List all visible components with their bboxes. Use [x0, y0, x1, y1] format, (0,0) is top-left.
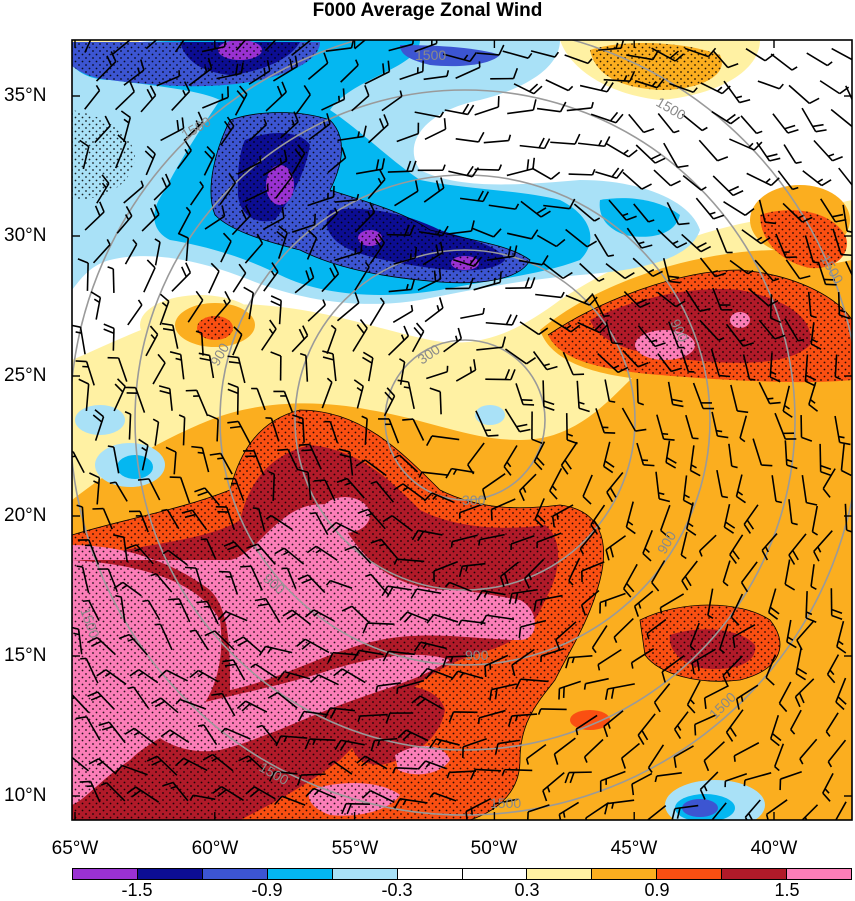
- ring-label: 900: [465, 647, 489, 663]
- lat-tick-label: 25°N: [4, 365, 46, 387]
- ring-label: 1500: [415, 47, 446, 63]
- colorbar-segment: [138, 869, 203, 879]
- colorbar-segment: [73, 869, 138, 879]
- lon-tick-label: 40°W: [751, 838, 798, 860]
- colorbar-segment: [333, 869, 398, 879]
- colorbar-segment: [592, 869, 657, 879]
- lat-tick-label: 30°N: [4, 225, 46, 247]
- lon-tick-label: 55°W: [332, 838, 379, 860]
- lat-tick-label: 10°N: [4, 785, 46, 807]
- colorbar-label: 0.9: [644, 880, 669, 901]
- lon-tick-label: 65°W: [52, 838, 99, 860]
- lat-tick-label: 15°N: [4, 645, 46, 667]
- ring-label: 300: [462, 492, 486, 508]
- colorbar-label: -0.9: [251, 880, 282, 901]
- lon-tick-label: 45°W: [611, 838, 658, 860]
- lon-tick-label: 60°W: [192, 838, 239, 860]
- colorbar-segment: [657, 869, 722, 879]
- colorbar-segment: [722, 869, 787, 879]
- colorbar-label: -1.5: [121, 880, 152, 901]
- colorbar-label: -0.3: [381, 880, 412, 901]
- lon-tick-label: 50°W: [471, 838, 518, 860]
- colorbar-segment: [268, 869, 333, 879]
- ring-label: 1500: [490, 795, 521, 811]
- lat-tick-label: 20°N: [4, 505, 46, 527]
- colorbar-segment: [787, 869, 851, 879]
- colorbar-segment: [463, 869, 528, 879]
- colorbar-label: 1.5: [774, 880, 799, 901]
- colorbar-label: 0.3: [514, 880, 539, 901]
- colorbar-segment: [203, 869, 268, 879]
- colorbar-segment: [527, 869, 592, 879]
- colorbar-segment: [398, 869, 463, 879]
- lat-tick-label: 35°N: [4, 85, 46, 107]
- colorbar: [72, 868, 852, 880]
